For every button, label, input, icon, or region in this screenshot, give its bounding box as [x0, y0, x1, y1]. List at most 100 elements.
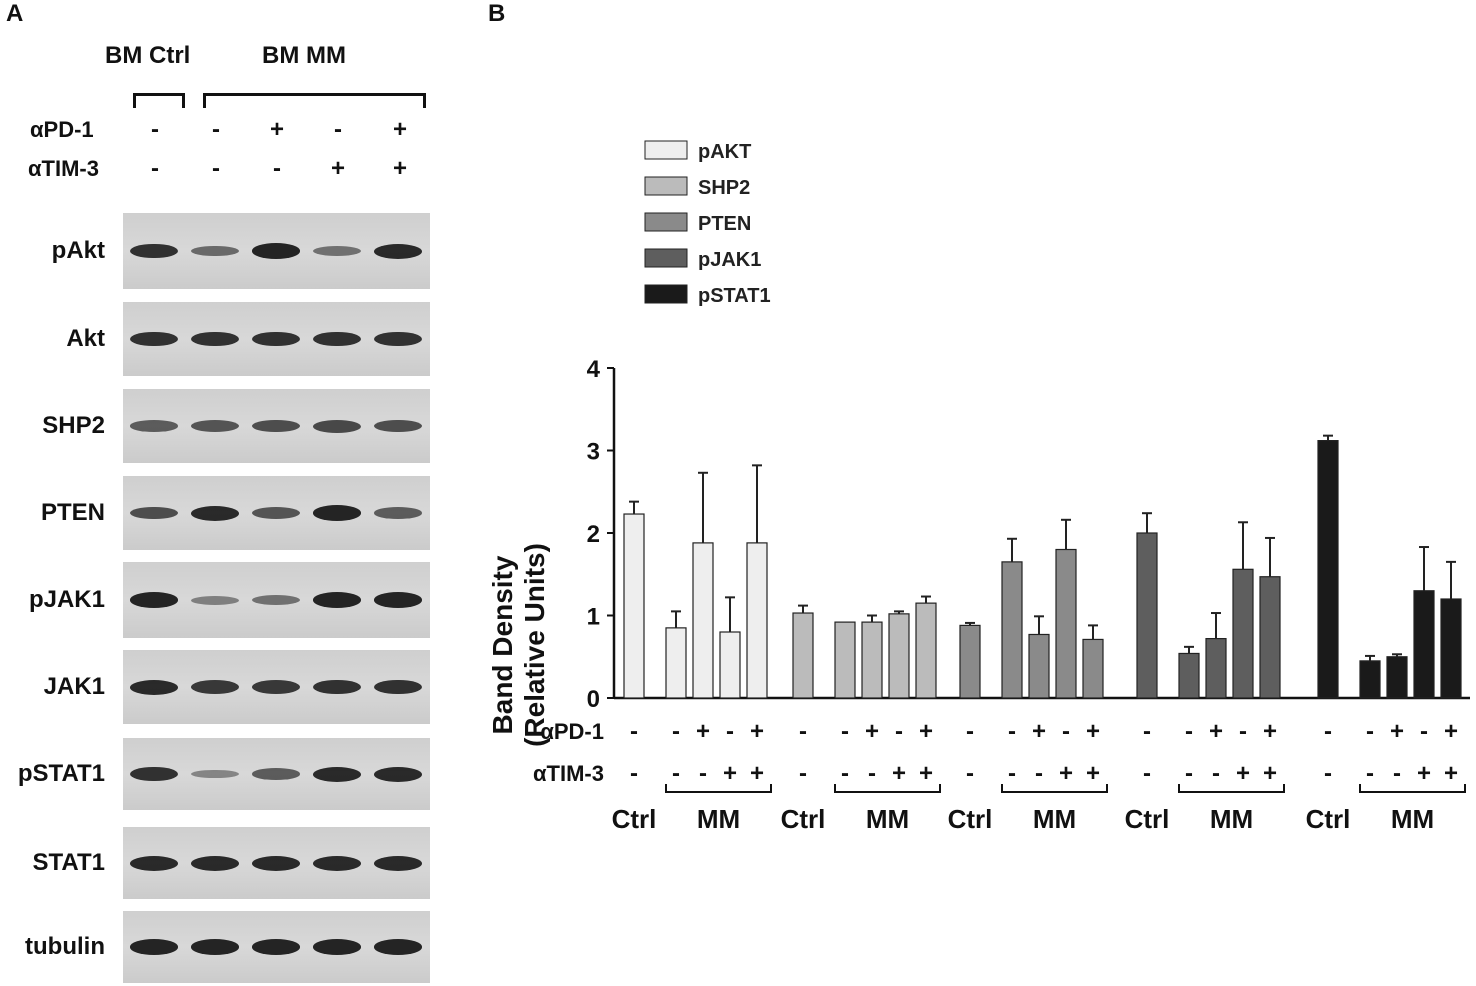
chart-sign: + [892, 760, 906, 787]
blot-band [191, 939, 239, 955]
blot-band [313, 419, 361, 433]
blot-band [252, 939, 300, 955]
chart-sign: - [841, 760, 849, 787]
blot-band [130, 243, 178, 259]
blot-row: pJAK1 [0, 562, 430, 638]
chart-sign: - [895, 718, 903, 745]
blot-band [252, 243, 300, 259]
blot-band [313, 592, 361, 608]
chart-sign: - [1008, 718, 1016, 745]
blot-band [191, 769, 239, 779]
blot-band [130, 855, 178, 871]
blot-row-label: pAkt [51, 237, 105, 264]
y-tick-label: 3 [587, 439, 600, 466]
blot-sign: + [269, 116, 284, 143]
bar [1001, 561, 1023, 699]
blot-band [252, 507, 300, 519]
blot-row-label: JAK1 [43, 673, 105, 700]
chart-sign: + [1236, 760, 1250, 787]
legend-label: SHP2 [698, 177, 750, 199]
blot-band [374, 766, 422, 782]
blot-row: Akt [0, 302, 430, 376]
chart-sign: - [1185, 760, 1193, 787]
chart-sign: - [699, 760, 707, 787]
chart-sign: - [1239, 718, 1247, 745]
bar [1440, 598, 1462, 699]
blot-row: PTEN [0, 476, 430, 550]
blot-band [130, 679, 178, 695]
chart-group-bracket [834, 784, 941, 793]
chart-sign: + [919, 760, 933, 787]
blot-band [252, 855, 300, 871]
chart-sign: - [799, 718, 807, 745]
chart-sign: - [1143, 760, 1151, 787]
chart-group-bracket [665, 784, 772, 793]
chart-sign: + [1390, 718, 1404, 745]
blot-band [191, 331, 239, 347]
chart-sign: - [799, 760, 807, 787]
blot-band [374, 243, 422, 259]
blot-band [313, 505, 361, 521]
blot-band [130, 592, 178, 608]
y-axis-label-line2: (Relative Units) [519, 543, 550, 747]
blot-band [191, 420, 239, 432]
bar [1359, 660, 1381, 699]
chart-sign: - [966, 760, 974, 787]
bar [623, 513, 645, 699]
y-tick-label: 0 [587, 686, 600, 713]
chart-sign: - [1324, 760, 1332, 787]
bar [888, 613, 910, 699]
chart-group-label-ctrl: Ctrl [948, 804, 993, 834]
blot-band [191, 855, 239, 871]
blot-row-label: STAT1 [32, 849, 105, 876]
y-tick-label: 2 [587, 521, 600, 548]
chart-sign: - [1393, 760, 1401, 787]
blot-row-label: tubulin [25, 933, 105, 960]
bar [1178, 652, 1200, 699]
blot-row: STAT1 [0, 827, 430, 899]
blot-band [313, 766, 361, 782]
blot-row-label: PTEN [40, 499, 105, 526]
bar [1232, 568, 1254, 699]
chart-sign: + [1444, 760, 1458, 787]
blot-band [374, 855, 422, 871]
chart-sign: - [726, 718, 734, 745]
blot-treatment-label-tim3: αTIM-3 [28, 156, 99, 181]
chart-treatment-label-tim3: αTIM-3 [533, 761, 604, 786]
chart-sign: + [696, 718, 710, 745]
bar [746, 542, 768, 699]
chart-sign: - [1008, 760, 1016, 787]
chart-group-label-mm: MM [697, 804, 740, 834]
y-axis-label-line1: Band Density [487, 555, 518, 734]
chart-sign: + [1059, 760, 1073, 787]
bar [959, 624, 981, 699]
chart-sign: + [1086, 760, 1100, 787]
legend-swatch [644, 248, 688, 268]
bar [915, 602, 937, 699]
bar [1136, 532, 1158, 699]
band-density-chart: pAKT SHP2 PTEN pJAK1 pSTAT1 Band Density (Re… [487, 140, 1470, 834]
bracket-bm-mm [203, 93, 426, 108]
legend-label: pAKT [698, 141, 751, 163]
blot-band [130, 331, 178, 347]
legend-swatch [644, 176, 688, 196]
y-tick-label: 4 [587, 356, 601, 383]
panel-a-label: A [6, 0, 24, 27]
bar [692, 542, 714, 699]
chart-group-bracket [1001, 784, 1108, 793]
blot-sign: - [151, 155, 159, 182]
blot-treatment-label-pd1: αPD-1 [30, 117, 94, 142]
blot-band [191, 505, 239, 521]
legend-label: pSTAT1 [698, 285, 771, 307]
legend-swatch [644, 284, 688, 304]
blot-band [313, 679, 361, 695]
chart-sign: + [1209, 718, 1223, 745]
blot-band [313, 939, 361, 955]
blot-band [313, 331, 361, 347]
panel-b-label: B [488, 0, 506, 27]
blot-band [374, 592, 422, 608]
bar [1386, 656, 1408, 699]
chart-group-label-mm: MM [866, 804, 909, 834]
legend-swatch [644, 212, 688, 232]
